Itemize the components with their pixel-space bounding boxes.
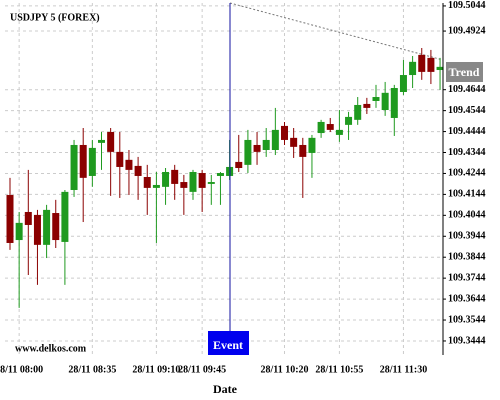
candle-body	[317, 121, 325, 134]
y-tick-label: 109.3844	[448, 252, 486, 263]
candle-body	[290, 137, 298, 147]
candle-body	[399, 75, 407, 92]
candle-body	[335, 129, 343, 135]
trend-line	[229, 2, 444, 61]
watermark: www.delkos.com	[15, 343, 87, 354]
candle-body	[262, 139, 270, 150]
x-tick-label: 28/11 09:10	[132, 364, 180, 375]
candle-body	[180, 182, 188, 188]
candle-body	[409, 61, 417, 76]
y-tick-label: 109.3644	[448, 293, 486, 304]
y-tick-label: 109.3744	[448, 272, 486, 283]
candle-body	[43, 209, 51, 245]
trend-box	[446, 62, 483, 82]
x-tick-label: 28/11 11:30	[380, 364, 428, 375]
candle-body	[33, 214, 41, 245]
candle-body	[381, 92, 389, 111]
candle-body	[198, 173, 206, 188]
y-tick-label: 109.3444	[448, 335, 486, 346]
candle-body	[418, 54, 426, 72]
y-tick-label: 109.4044	[448, 210, 486, 221]
x-tick-label: 28/11 08:00	[0, 364, 43, 375]
x-tick-label: 28/11 08:35	[68, 364, 116, 375]
candle-body	[281, 125, 288, 140]
y-tick-label: 109.4644	[448, 84, 486, 95]
candle-body	[134, 165, 142, 176]
candle-body	[244, 139, 252, 165]
y-tick-label: 109.4244	[448, 168, 486, 179]
y-tick-label: 109.3944	[448, 231, 486, 242]
candle-body	[436, 66, 444, 71]
candle-body	[162, 171, 170, 187]
chart-title: USDJPY 5 (FOREX)	[10, 12, 100, 23]
candle-body	[107, 131, 115, 152]
candle-body	[61, 191, 69, 242]
y-tick-label: 109.4344	[448, 147, 486, 158]
candle-body	[235, 161, 243, 169]
candle-body	[345, 116, 353, 125]
candle-body	[299, 144, 307, 157]
candle-body	[152, 184, 160, 188]
event-label: Event	[213, 338, 243, 352]
x-tick-label: 28/11 10:20	[260, 364, 308, 375]
candle-body	[88, 147, 96, 176]
candle-body	[271, 129, 279, 150]
candle-body	[189, 171, 197, 192]
candle-body	[143, 177, 151, 188]
candle-body	[390, 88, 398, 118]
candle-body	[427, 57, 435, 72]
x-axis-label: Date	[213, 382, 238, 396]
candle-body	[98, 139, 105, 143]
trend-label: Trend	[449, 65, 480, 79]
candle-body	[216, 173, 224, 176]
candle-body	[15, 222, 23, 241]
candle-body	[79, 144, 87, 178]
y-tick-label: 109.4144	[448, 189, 486, 200]
candle-body	[24, 211, 32, 225]
candle-body	[253, 144, 261, 152]
candle-body	[372, 97, 380, 101]
candles	[6, 48, 444, 308]
x-tick-label: 28/11 09:45	[178, 364, 226, 375]
y-tick-label: 109.3544	[448, 314, 486, 325]
x-tick-label: 28/11 10:55	[315, 364, 363, 375]
y-tick-label: 109.4924	[448, 25, 486, 36]
y-tick-label: 109.4444	[448, 126, 486, 137]
candle-body	[116, 151, 124, 167]
candle-body	[326, 124, 334, 130]
candle-body	[354, 104, 362, 120]
candle-body	[70, 144, 78, 190]
candle-body	[363, 103, 371, 108]
candle-body	[52, 213, 60, 241]
y-tick-label: 109.4544	[448, 105, 486, 116]
candle-body	[125, 159, 133, 170]
event-box	[208, 331, 249, 355]
candle-body	[308, 137, 316, 153]
candle-body	[6, 195, 14, 243]
candle-body	[171, 169, 179, 184]
candle-body	[207, 182, 215, 184]
y-tick-label: 109.5044	[448, 0, 486, 11]
